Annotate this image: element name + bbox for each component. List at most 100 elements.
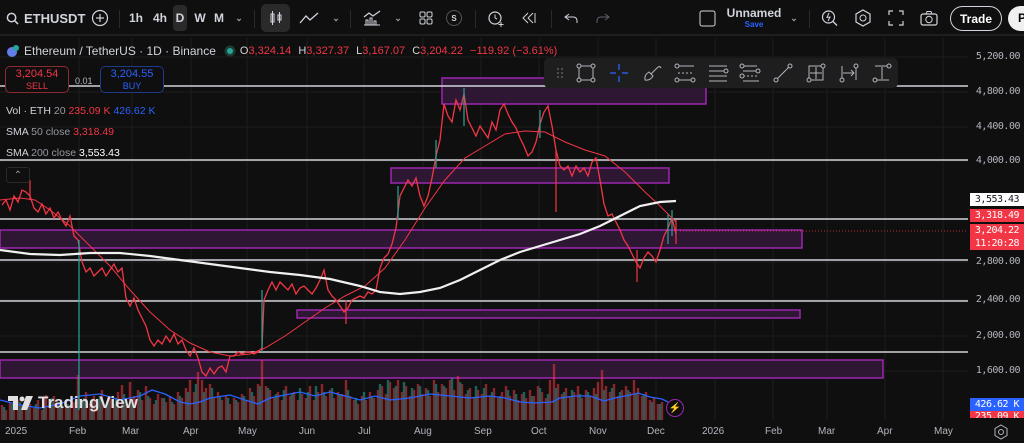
undo-button[interactable] xyxy=(562,0,580,36)
replay-icon xyxy=(522,12,536,24)
snapshot-button[interactable] xyxy=(918,0,940,36)
sma50-line xyxy=(0,130,677,357)
redo-button[interactable] xyxy=(594,0,612,36)
price-tick: 1,600.00 xyxy=(975,365,1021,376)
time-tick: May xyxy=(934,426,953,437)
crosshair-tool[interactable] xyxy=(603,59,636,87)
sell-button[interactable]: 3,204.54 SELL xyxy=(5,66,69,93)
chart-type-candles-button[interactable] xyxy=(261,4,290,32)
save-link[interactable]: Save xyxy=(744,20,764,29)
time-tick: Jul xyxy=(358,426,371,437)
ethereum-logo-icon xyxy=(7,45,19,57)
axis-settings-button[interactable] xyxy=(993,424,1009,440)
trend-line-tool[interactable] xyxy=(767,59,800,87)
timeframe-w[interactable]: W xyxy=(194,11,206,25)
candlesticks xyxy=(1,93,677,378)
date-price-range-tool[interactable] xyxy=(800,59,833,87)
fib-retracement-icon xyxy=(674,63,696,83)
time-tick: Nov xyxy=(589,426,607,437)
time-axis[interactable]: 2025 Feb Mar Apr May Jun Jul Aug Sep Oct… xyxy=(0,420,968,443)
time-tick: Jun xyxy=(299,426,316,437)
snapshot-icon xyxy=(920,11,938,26)
price-range-tool[interactable] xyxy=(865,59,898,87)
timeframe-dropdown[interactable]: ⌄ xyxy=(234,0,244,36)
price-tick: 4,400.00 xyxy=(975,121,1021,132)
fib-retracement-tool[interactable] xyxy=(668,59,701,87)
svg-text:S: S xyxy=(451,14,457,23)
time-tick: Aug xyxy=(414,426,432,437)
timeframe-d[interactable]: D xyxy=(173,5,187,31)
timeframe-1h[interactable]: 1h xyxy=(128,11,143,25)
alert-button[interactable] xyxy=(486,0,506,36)
parallel-channel-tool[interactable] xyxy=(701,59,734,87)
settings-button[interactable] xyxy=(853,0,873,36)
parallel-channel-icon xyxy=(708,65,729,82)
chevron-down-icon: ⌄ xyxy=(332,12,340,23)
spread-value: 0.01 xyxy=(75,76,93,86)
lightning-icon: ⚡ xyxy=(668,402,682,414)
date-price-range-icon xyxy=(806,63,826,83)
layout-dropdown[interactable]: ⌄ xyxy=(789,0,799,36)
layout-name[interactable]: Unnamed Save xyxy=(722,0,786,36)
settings-icon xyxy=(994,424,1008,440)
time-tick: Oct xyxy=(531,426,547,437)
drag-handle[interactable] xyxy=(550,59,570,87)
publish-button[interactable]: P xyxy=(1008,6,1024,31)
ohlc-values: O3,324.14 H3,327.37 L3,167.07 C3,204.22 … xyxy=(239,45,558,57)
brush-icon xyxy=(644,66,662,81)
chart-pane[interactable] xyxy=(0,38,968,420)
chart-type-dropdown[interactable]: ⌄ xyxy=(331,0,341,36)
buy-label: BUY xyxy=(122,81,142,91)
chart-legend: Ethereum / TetherUS · 1D · Binance O3,32… xyxy=(6,44,561,58)
sma200-legend[interactable]: SMA 200 close 3,553.43 xyxy=(6,147,120,159)
time-tick: Feb xyxy=(765,426,783,437)
templates-button[interactable] xyxy=(417,0,435,36)
sma200-line xyxy=(0,199,677,296)
replay-button[interactable] xyxy=(520,0,538,36)
undo-icon xyxy=(564,13,578,23)
price-axis[interactable]: 5,200.00 4,800.00 4,400.00 4,000.00 2,80… xyxy=(968,38,1024,420)
layout-button[interactable] xyxy=(697,0,717,36)
time-tick: Dec xyxy=(647,426,665,437)
timeframe-4h[interactable]: 4h xyxy=(152,11,167,25)
market-open-icon xyxy=(224,45,236,57)
time-tick: Apr xyxy=(877,426,893,437)
rectangle-icon xyxy=(576,63,596,83)
volume-bars xyxy=(0,360,664,420)
sma50-legend[interactable]: SMA 50 close 3,318.49 xyxy=(6,126,115,138)
chevron-down-icon: ⌄ xyxy=(790,12,798,23)
volume-tag: 235.09 K xyxy=(970,411,1024,418)
s-button[interactable]: S xyxy=(444,0,464,36)
indicators-button[interactable] xyxy=(362,0,382,36)
collapse-legend-button[interactable]: ⌃ xyxy=(6,167,30,183)
trade-button[interactable]: Trade xyxy=(950,6,1002,31)
add-symbol-button[interactable] xyxy=(89,0,111,36)
volume-legend[interactable]: Vol · ETH 20 235.09 K 426.62 K xyxy=(6,105,156,117)
buy-button[interactable]: 3,204.55 BUY xyxy=(100,66,164,93)
date-range-tool[interactable] xyxy=(832,59,865,87)
fib-channel-tool[interactable] xyxy=(734,59,767,87)
candles-icon xyxy=(270,11,281,25)
symbol-search[interactable]: ETHUSDT xyxy=(6,0,86,36)
fullscreen-button[interactable] xyxy=(886,0,906,36)
crosshair-icon xyxy=(610,64,629,82)
chevron-up-icon: ⌃ xyxy=(13,169,23,181)
price-tick: 4,000.00 xyxy=(975,155,1021,166)
indicators-dropdown[interactable]: ⌄ xyxy=(393,0,403,36)
price-tick: 2,400.00 xyxy=(975,294,1021,305)
redo-icon xyxy=(596,13,610,23)
add-symbol-icon xyxy=(91,9,109,27)
buy-price: 3,204.55 xyxy=(110,68,154,80)
date-range-icon xyxy=(839,63,859,83)
quick-search-button[interactable] xyxy=(820,0,840,36)
fib-channel-icon xyxy=(739,63,761,82)
brush-tool[interactable] xyxy=(636,59,669,87)
line-chart-button[interactable] xyxy=(297,0,321,36)
timeframe-m[interactable]: M xyxy=(214,11,224,25)
volume-ma-line xyxy=(0,389,669,409)
lightning-button[interactable]: ⚡ xyxy=(666,399,684,417)
symbol-title: Ethereum / TetherUS · 1D · Binance xyxy=(24,44,216,58)
volume-ma-tag: 426.62 K xyxy=(970,398,1024,411)
price-range-icon xyxy=(872,63,892,83)
rectangle-tool[interactable] xyxy=(570,59,603,87)
